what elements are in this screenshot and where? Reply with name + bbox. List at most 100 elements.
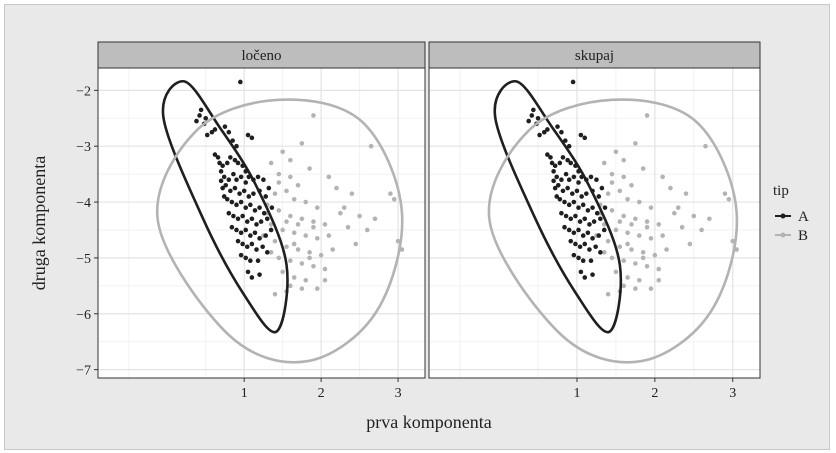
data-point-b [625, 196, 630, 202]
data-point-a [596, 233, 602, 238]
data-point-b [288, 258, 293, 264]
data-point-b [601, 160, 607, 166]
data-point-a [240, 213, 245, 219]
facet-strip [97, 41, 426, 69]
data-point-a [234, 177, 239, 183]
data-point-a [232, 157, 238, 163]
data-point-a [241, 188, 247, 194]
data-point-a [559, 129, 564, 135]
y-tick-label: −7 [76, 364, 91, 379]
data-point-a [224, 196, 230, 202]
legend-label: B [798, 228, 808, 244]
data-point-b [303, 199, 309, 205]
y-tick-label: −2 [76, 84, 91, 99]
data-point-a [548, 155, 553, 160]
data-point-a [576, 227, 581, 233]
data-point-b [660, 233, 665, 238]
data-point-a [254, 222, 259, 227]
data-point-b [280, 269, 285, 275]
data-point-a [243, 227, 249, 233]
data-point-b [613, 227, 619, 233]
data-point-a [594, 210, 600, 216]
data-point-b [621, 174, 627, 180]
data-point-b [609, 180, 615, 185]
figure-frame: ločeno 1 2 3 skupaj 1 2 3 −2 −3 −4 −5 −6 −7 prva komp… [4, 4, 830, 450]
data-point-a [212, 127, 218, 132]
data-point-a [526, 118, 531, 124]
data-point-b [276, 180, 282, 185]
data-point-b [605, 191, 611, 196]
data-point-b [636, 233, 642, 238]
data-point-a [230, 138, 235, 143]
data-point-a [229, 224, 235, 230]
data-point-b [613, 149, 619, 155]
data-point-b [617, 244, 623, 250]
data-point-b [314, 286, 320, 291]
facet-label: skupaj [575, 48, 614, 64]
data-point-a [261, 210, 267, 216]
data-point-b [644, 263, 650, 269]
data-point-a [261, 177, 266, 183]
data-point-b [640, 255, 646, 261]
data-point-b [326, 233, 332, 238]
data-point-a [240, 241, 245, 247]
data-point-b [633, 141, 638, 146]
data-point-a [594, 177, 599, 183]
data-point-b [605, 238, 611, 244]
data-point-a [576, 205, 581, 210]
data-point-a [238, 252, 244, 258]
data-point-b [629, 222, 634, 227]
y-tick-label: −3 [76, 140, 91, 155]
data-point-a [568, 216, 574, 222]
data-point-b [605, 291, 611, 297]
data-point-a [226, 210, 232, 216]
data-point-b [345, 224, 351, 230]
data-point-a [266, 185, 272, 191]
data-point-a [264, 216, 270, 222]
data-point-a [571, 199, 577, 205]
data-point-b [268, 160, 274, 166]
data-point-a [231, 213, 236, 219]
data-point-b [368, 143, 374, 149]
data-point-b [648, 286, 654, 291]
data-point-a [244, 244, 250, 250]
data-point-a [224, 160, 230, 166]
data-point-a [243, 180, 249, 185]
data-point-a [559, 177, 564, 183]
data-point-a [591, 219, 597, 224]
data-point-a [244, 219, 250, 224]
x-tick-label: 2 [318, 386, 325, 401]
data-point-a [566, 202, 572, 208]
data-point-a [263, 233, 269, 238]
data-point-a [249, 275, 255, 280]
data-point-b [691, 213, 697, 219]
y-axis-title: druga komponenta [29, 156, 49, 290]
data-point-b [288, 174, 293, 180]
data-point-a [251, 191, 256, 196]
data-point-a [257, 236, 262, 241]
data-point-b [621, 258, 627, 264]
data-point-b [357, 213, 362, 219]
data-point-a [268, 227, 274, 233]
data-point-a [554, 174, 560, 180]
data-point-a [218, 178, 224, 184]
data-point-a [588, 174, 594, 180]
data-point-a [566, 227, 572, 233]
data-point-a [596, 194, 602, 199]
data-point-b [726, 196, 732, 202]
confidence-ellipse-b [487, 98, 739, 364]
data-point-b [322, 222, 328, 227]
data-point-a [249, 216, 255, 222]
data-point-b [330, 247, 335, 252]
data-point-a [578, 269, 584, 275]
data-point-b [668, 185, 673, 191]
data-point-a [220, 163, 225, 169]
data-point-a [585, 230, 591, 236]
data-point-a [235, 238, 241, 244]
data-point-a [269, 205, 275, 210]
data-point-a [221, 174, 227, 180]
data-point-a [554, 194, 560, 199]
data-point-a [264, 250, 270, 255]
data-point-a [570, 191, 575, 196]
data-point-a [590, 205, 595, 210]
